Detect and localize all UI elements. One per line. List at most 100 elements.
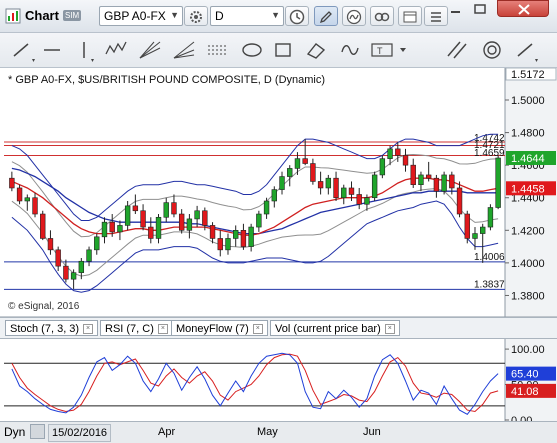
candle	[217, 230, 223, 257]
candle	[348, 181, 355, 201]
eraser-tool[interactable]	[302, 38, 332, 62]
close-icon[interactable]: ×	[384, 324, 395, 335]
draw-button[interactable]	[314, 6, 338, 26]
candle	[487, 204, 494, 231]
pencil-icon	[319, 11, 332, 24]
candle-body	[94, 236, 100, 251]
stoch-tick-label: 100.00	[511, 344, 545, 356]
horizontal-line-tool[interactable]	[38, 38, 68, 62]
indicator-button[interactable]	[342, 6, 366, 26]
candle-body	[124, 205, 131, 226]
candle	[163, 197, 169, 223]
fibonacci-tool[interactable]	[170, 38, 200, 62]
tab-volume[interactable]: Vol (current price bar) ×	[270, 320, 400, 336]
chevron-down-icon	[400, 48, 406, 52]
tab-rsi[interactable]: RSI (7, C) ×	[100, 320, 173, 336]
start-date: 15/02/2016	[48, 424, 112, 442]
symbol-value: GBP A0-FX	[104, 9, 166, 23]
candle-body	[317, 181, 324, 189]
layout-button[interactable]	[398, 6, 422, 26]
close-button[interactable]	[497, 0, 549, 17]
candle	[248, 223, 254, 252]
target-tool[interactable]	[478, 38, 508, 62]
layout-icon	[403, 11, 417, 23]
y-tick-label: 1.4800	[511, 128, 545, 140]
channel-tool[interactable]	[444, 38, 474, 62]
candle	[472, 227, 478, 250]
tab-moneyflow[interactable]: MoneyFlow (7) ×	[171, 320, 268, 336]
candle	[109, 214, 115, 237]
candle-body	[433, 177, 440, 192]
link-button[interactable]	[370, 6, 394, 26]
chevron-down-icon[interactable]: ▼	[271, 10, 280, 20]
month-label-apr: Apr	[158, 426, 176, 438]
arrow-icon	[517, 43, 538, 62]
scroll-left-icon[interactable]	[30, 424, 45, 439]
symbol-settings-button[interactable]	[184, 6, 208, 26]
elliott-tool[interactable]	[102, 38, 132, 62]
candle-body	[40, 213, 46, 239]
chart-area[interactable]: 1.5172 1.5000 1.4800 1.4600 1.4400 1.4200 1.40…	[0, 68, 557, 442]
level-label: 1.3837	[474, 279, 505, 290]
dyn-label[interactable]: Dyn	[4, 425, 26, 439]
stoch-k-value-label: 65.40	[511, 369, 539, 381]
candle	[240, 223, 247, 250]
candle	[178, 209, 185, 234]
text-tool[interactable]: T	[368, 38, 398, 62]
candle-body	[9, 177, 15, 189]
candle	[371, 171, 378, 201]
stoch-d-value-box	[506, 383, 556, 398]
candle	[70, 269, 77, 289]
candle	[16, 184, 23, 205]
candle	[140, 204, 146, 231]
chart-svg[interactable]: 1.51721.50001.48001.46001.44001.42001.40…	[0, 68, 557, 442]
candle	[256, 210, 262, 232]
top-price-box	[505, 68, 557, 81]
ma-price-label: 1.4458	[511, 183, 545, 195]
candle	[433, 174, 440, 198]
candle-body	[418, 174, 424, 186]
fibonacci-icon	[173, 41, 195, 59]
trendline-tool[interactable]	[8, 38, 38, 62]
arrow-tool[interactable]	[512, 38, 542, 62]
candle	[480, 223, 486, 263]
candle	[78, 257, 85, 280]
candle	[40, 210, 46, 241]
rectangle-tool[interactable]	[270, 38, 300, 62]
symbol-input[interactable]: GBP A0-FX ▼	[99, 6, 183, 26]
maximize-button[interactable]	[470, 2, 492, 16]
candle-body	[325, 177, 332, 189]
sim-badge: SIM	[63, 10, 82, 21]
pitchfork-tool[interactable]	[236, 38, 266, 62]
minimize-button[interactable]	[446, 2, 468, 16]
gann-fan-tool[interactable]	[136, 38, 166, 62]
vertical-line-icon	[83, 42, 94, 62]
candle-body	[333, 177, 339, 199]
envelope-upper-line	[11, 153, 499, 238]
candle-body	[487, 207, 494, 228]
indicator-tabs: Stoch (7, 3, 3) × RSI (7, C) × MoneyFlow (…	[0, 317, 557, 339]
candle-body	[24, 197, 30, 202]
menu-button[interactable]	[424, 6, 448, 26]
gear-icon	[190, 11, 202, 23]
cycle-tool[interactable]	[336, 38, 366, 62]
cycle-icon	[341, 45, 359, 55]
candle-body	[47, 238, 54, 251]
vertical-line-tool[interactable]	[70, 38, 100, 62]
pitchfork-icon	[242, 43, 262, 57]
candle-body	[16, 187, 23, 202]
interval-input[interactable]: D ▼	[210, 6, 284, 26]
minimize-icon	[451, 11, 460, 13]
close-icon[interactable]: ×	[157, 324, 168, 335]
chevron-down-icon[interactable]: ▼	[170, 10, 179, 20]
fib-time-tool[interactable]	[204, 38, 234, 62]
tab-stoch[interactable]: Stoch (7, 3, 3) ×	[5, 320, 99, 336]
close-icon[interactable]: ×	[83, 324, 94, 335]
candle	[233, 225, 239, 247]
fib-time-icon	[208, 45, 228, 55]
time-button[interactable]	[285, 6, 309, 26]
close-icon[interactable]: ×	[252, 324, 263, 335]
more-tools[interactable]	[398, 38, 428, 62]
ma-blue-line	[11, 167, 499, 235]
candle	[356, 187, 362, 210]
